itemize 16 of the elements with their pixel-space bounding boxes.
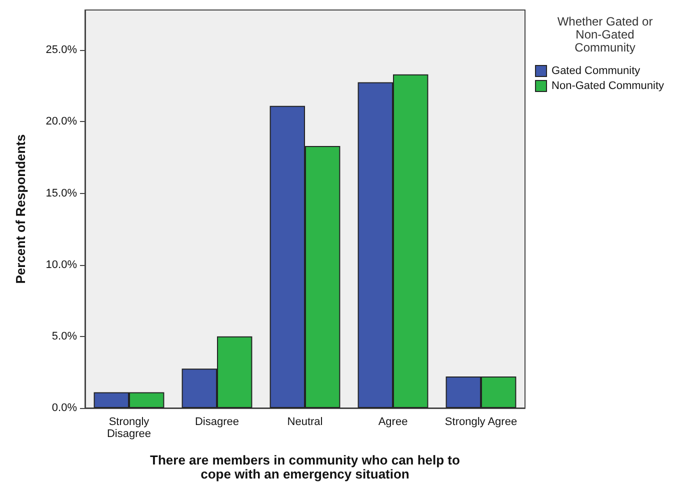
legend-label: Gated Community	[552, 65, 641, 77]
y-tick-label: 25.0%	[46, 44, 78, 56]
y-tick-label: 5.0%	[52, 330, 78, 342]
legend-label: Non-Gated Community	[552, 80, 664, 92]
x-tick-label: Neutral	[287, 416, 323, 428]
y-axis-title: Percent of Respondents	[13, 134, 28, 284]
y-tick-label: 20.0%	[46, 116, 78, 128]
x-tick-label: Agree	[378, 416, 408, 428]
y-tick-label: 15.0%	[46, 187, 78, 200]
y-tick-label: 10.0%	[46, 258, 78, 271]
x-tick-label: Strongly Agree	[444, 416, 518, 428]
x-tick-label: Disagree	[194, 416, 240, 428]
y-tick-label: 0.0%	[52, 402, 78, 414]
x-axis-title: There are members in community who can help to cope with an emergency situation	[150, 452, 460, 482]
x-tick-label: Strongly Disagree	[106, 416, 152, 440]
legend-title: Whether Gated or Non-Gated Community	[557, 14, 653, 54]
